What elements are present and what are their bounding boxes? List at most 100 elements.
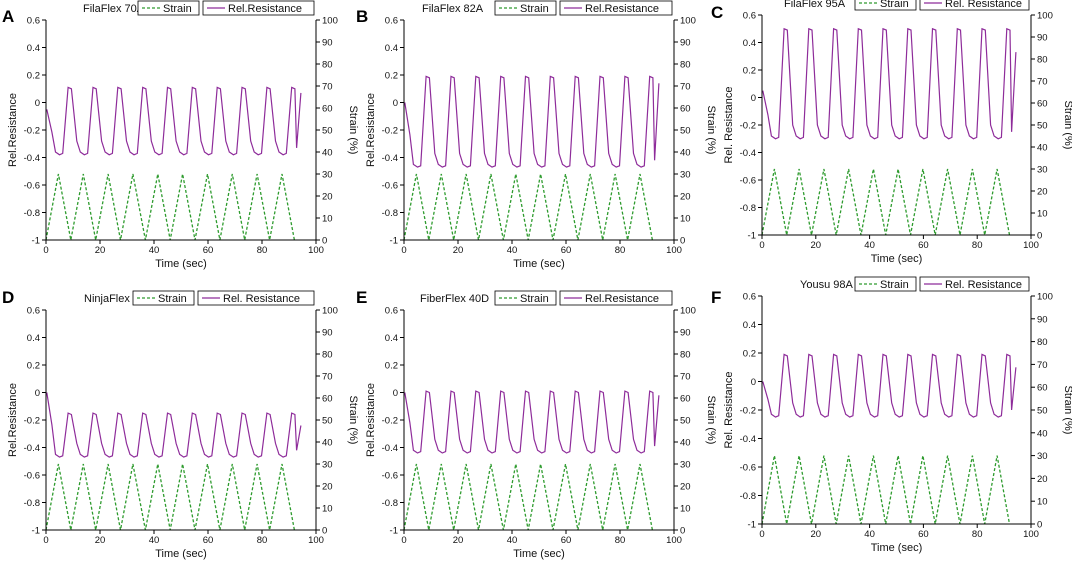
- y-tick-label-left: 0.4: [743, 38, 756, 49]
- y-tick-label-right: 40: [1037, 428, 1048, 439]
- y-tick-label-right: 60: [1037, 99, 1048, 110]
- y-tick-label-left: -1: [390, 526, 398, 537]
- x-axis-label: Time (sec): [155, 258, 207, 270]
- y-tick-label-left: 0: [751, 377, 756, 388]
- panel-title: FiberFlex 40D: [420, 293, 489, 305]
- y-tick-label-right: 90: [322, 328, 333, 339]
- y-tick-label-right: 90: [1037, 33, 1048, 44]
- y-tick-label-right: 30: [680, 460, 691, 471]
- y-tick-label-left: -0.8: [740, 203, 756, 214]
- legend-strain-box: [137, 0, 200, 16]
- y-tick-label-right: 90: [680, 328, 691, 339]
- x-tick-label: 40: [864, 240, 875, 251]
- y-tick-label-left: -0.4: [382, 153, 398, 164]
- y-tick-label-right: 60: [322, 104, 333, 115]
- legend-strain-label: Strain: [880, 0, 909, 10]
- y-tick-label-left: -0.6: [382, 471, 398, 482]
- x-tick-label: 40: [507, 245, 518, 256]
- y-tick-label-left: -1: [32, 236, 40, 247]
- y-tick-label-right: 60: [1037, 383, 1048, 394]
- y-tick-label-left: 0.4: [743, 320, 756, 331]
- y-tick-label-right: 10: [680, 214, 691, 225]
- x-axis-label: Time (sec): [155, 548, 207, 560]
- y-tick-label-left: -0.8: [382, 498, 398, 509]
- legend-resistance-box: [559, 0, 673, 16]
- y-tick-label-right: 20: [322, 482, 333, 493]
- y-tick-label-right: 20: [680, 192, 691, 203]
- y-tick-label-left: 0.2: [385, 361, 398, 372]
- y-tick-label-left: -0.8: [24, 498, 40, 509]
- y-tick-label-right: 30: [322, 170, 333, 181]
- panel-a: A0 20 40 60 80 100-1-0.8-0.6-0.4-0.200.20.40.…: [2, 0, 359, 270]
- y-tick-label-left: -0.4: [24, 153, 40, 164]
- y-tick-label-left: -0.2: [24, 126, 40, 137]
- panel-label: F: [711, 288, 721, 307]
- y-tick-label-left: -0.8: [740, 491, 756, 502]
- x-tick-label: 60: [918, 240, 929, 251]
- y-tick-label-right: 60: [322, 394, 333, 405]
- y-tick-label-left: 0.2: [743, 349, 756, 360]
- y-tick-label-right: 30: [322, 460, 333, 471]
- x-tick-label: 20: [453, 245, 464, 256]
- y-tick-label-right: 0: [1037, 520, 1042, 531]
- x-tick-label: 80: [615, 535, 626, 546]
- x-tick-label: 100: [308, 535, 324, 546]
- legend-resistance-box: [919, 276, 1030, 292]
- y-tick-label-right: 60: [680, 394, 691, 405]
- y-tick-label-left: 0.4: [27, 43, 40, 54]
- y-tick-label-right: 50: [680, 126, 691, 137]
- x-tick-label: 0: [43, 245, 48, 256]
- strain-series-line: [45, 463, 296, 531]
- x-tick-label: 100: [1023, 240, 1039, 251]
- y-tick-label-right: 70: [322, 82, 333, 93]
- y-tick-label-left: 0.4: [385, 333, 398, 344]
- legend-strain-label: Strain: [520, 293, 549, 305]
- x-axis-label: Time (sec): [871, 542, 923, 554]
- x-tick-label: 40: [507, 535, 518, 546]
- y-tick-label-right: 50: [1037, 406, 1048, 417]
- legend-resistance-label: Rel. Resistance: [945, 279, 1022, 291]
- legend-resistance-label: Rel.Resistance: [585, 293, 659, 305]
- x-tick-label: 40: [864, 529, 875, 540]
- x-tick-label: 0: [759, 529, 764, 540]
- y-tick-label-left: 0.6: [385, 16, 398, 27]
- y-tick-label-right: 40: [680, 148, 691, 159]
- y-axis-label-left: Rel. Resistance: [723, 371, 735, 448]
- strain-series-line: [761, 455, 1011, 525]
- x-tick-label: 60: [203, 535, 214, 546]
- y-tick-label-right: 50: [322, 416, 333, 427]
- y-tick-label-left: -0.2: [382, 416, 398, 427]
- legend-resistance-label: Rel. Resistance: [945, 0, 1022, 10]
- y-tick-label-right: 0: [322, 236, 327, 247]
- y-tick-label-right: 100: [322, 16, 338, 27]
- x-tick-label: 80: [257, 535, 268, 546]
- strain-series-line: [403, 173, 654, 241]
- y-axis-label-left: Rel. Resistance: [723, 86, 735, 163]
- y-tick-label-right: 0: [1037, 231, 1042, 242]
- legend-resistance-box: [919, 0, 1030, 11]
- y-tick-label-right: 20: [680, 482, 691, 493]
- legend-strain-box: [132, 290, 195, 306]
- y-tick-label-left: -0.2: [740, 121, 756, 132]
- x-tick-label: 40: [149, 535, 160, 546]
- y-axis-label-right: Strain (%): [705, 106, 717, 155]
- x-tick-label: 20: [811, 240, 822, 251]
- y-tick-label-right: 50: [322, 126, 333, 137]
- y-tick-label-right: 40: [680, 438, 691, 449]
- legend-strain-label: Strain: [163, 3, 192, 15]
- y-tick-label-left: -1: [390, 236, 398, 247]
- y-tick-label-right: 50: [680, 416, 691, 427]
- y-tick-label-right: 70: [322, 372, 333, 383]
- y-tick-label-right: 80: [322, 60, 333, 71]
- y-tick-label-right: 100: [680, 16, 696, 27]
- y-tick-label-left: 0: [751, 93, 756, 104]
- panel-label: C: [711, 3, 723, 22]
- y-tick-label-left: -0.8: [24, 208, 40, 219]
- panel-title: Yousu 98A: [800, 279, 853, 291]
- y-tick-label-right: 40: [322, 438, 333, 449]
- legend-resistance-box: [559, 290, 673, 306]
- y-tick-label-right: 100: [322, 306, 338, 317]
- resistance-series-line: [46, 392, 302, 458]
- y-tick-label-right: 80: [1037, 55, 1048, 66]
